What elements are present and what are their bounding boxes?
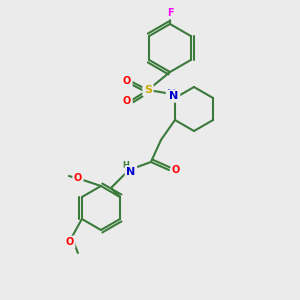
Text: N: N	[169, 91, 178, 101]
Text: O: O	[123, 76, 131, 86]
Text: O: O	[74, 173, 82, 183]
Text: O: O	[172, 165, 180, 175]
Text: H: H	[122, 161, 129, 170]
Text: O: O	[66, 237, 74, 247]
Text: S: S	[144, 85, 152, 95]
Text: N: N	[126, 167, 136, 177]
Text: N: N	[167, 89, 177, 99]
Text: F: F	[167, 8, 173, 18]
Text: O: O	[123, 96, 131, 106]
